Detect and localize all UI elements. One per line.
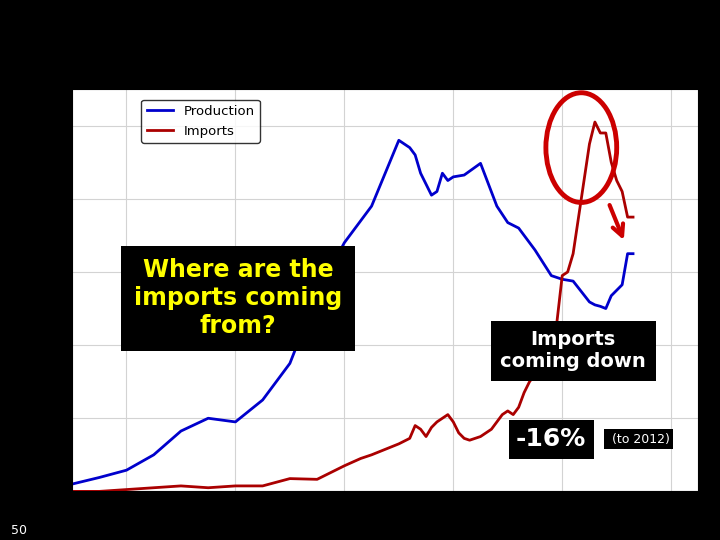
Production	[422, 181, 431, 187]
Production	[590, 302, 599, 308]
Production	[613, 287, 621, 294]
Imports	[563, 269, 572, 275]
Production	[503, 219, 512, 226]
Imports	[525, 379, 534, 385]
Text: (to 2012): (to 2012)	[608, 433, 670, 446]
Text: Imports
coming down: Imports coming down	[500, 330, 646, 372]
Imports	[405, 435, 414, 442]
Production	[231, 418, 240, 425]
Production	[601, 305, 610, 312]
Imports	[509, 411, 518, 418]
Production	[258, 397, 267, 403]
Production	[624, 251, 632, 257]
Text: US PRODUCTION & IMPORTS: US PRODUCTION & IMPORTS	[93, 22, 627, 55]
Production	[629, 251, 637, 257]
Production	[286, 360, 294, 367]
Y-axis label: Million barrels per day: Million barrels per day	[29, 221, 42, 360]
Production	[405, 144, 414, 151]
Production	[569, 278, 577, 285]
Production	[149, 451, 158, 458]
Production	[395, 137, 403, 144]
Imports	[514, 404, 523, 410]
Production	[444, 177, 452, 184]
Production	[411, 152, 420, 158]
Production	[438, 170, 446, 177]
Production	[596, 303, 605, 309]
Imports	[601, 130, 610, 136]
Production	[400, 141, 408, 147]
Production	[547, 272, 556, 279]
Production	[122, 467, 131, 474]
Production	[476, 160, 485, 166]
Production	[312, 291, 321, 297]
Text: U.S. Crude Oil Production and Imports: U.S. Crude Oil Production and Imports	[97, 69, 387, 84]
Imports	[629, 214, 637, 220]
Production	[449, 174, 458, 180]
Text: 50: 50	[11, 524, 27, 537]
Production	[367, 203, 376, 210]
Production	[427, 192, 436, 198]
Text: -16%: -16%	[516, 427, 586, 451]
Text: Where are the
imports coming
from?: Where are the imports coming from?	[134, 259, 342, 338]
Production	[68, 481, 76, 487]
Line: Imports: Imports	[72, 122, 633, 491]
Production	[176, 428, 185, 434]
Production	[558, 276, 567, 282]
Line: Production: Production	[72, 140, 633, 484]
Imports	[590, 119, 599, 125]
Imports	[68, 488, 76, 495]
Production	[433, 188, 441, 195]
Legend: Production, Imports: Production, Imports	[141, 100, 260, 143]
Production	[95, 474, 104, 481]
Production	[514, 225, 523, 231]
Production	[585, 299, 594, 305]
Production	[618, 281, 626, 288]
Production	[492, 203, 501, 210]
Production	[204, 415, 212, 422]
Production	[460, 172, 469, 178]
Production	[416, 170, 425, 177]
Production	[531, 247, 539, 253]
Production	[340, 239, 348, 246]
Production	[607, 293, 616, 299]
